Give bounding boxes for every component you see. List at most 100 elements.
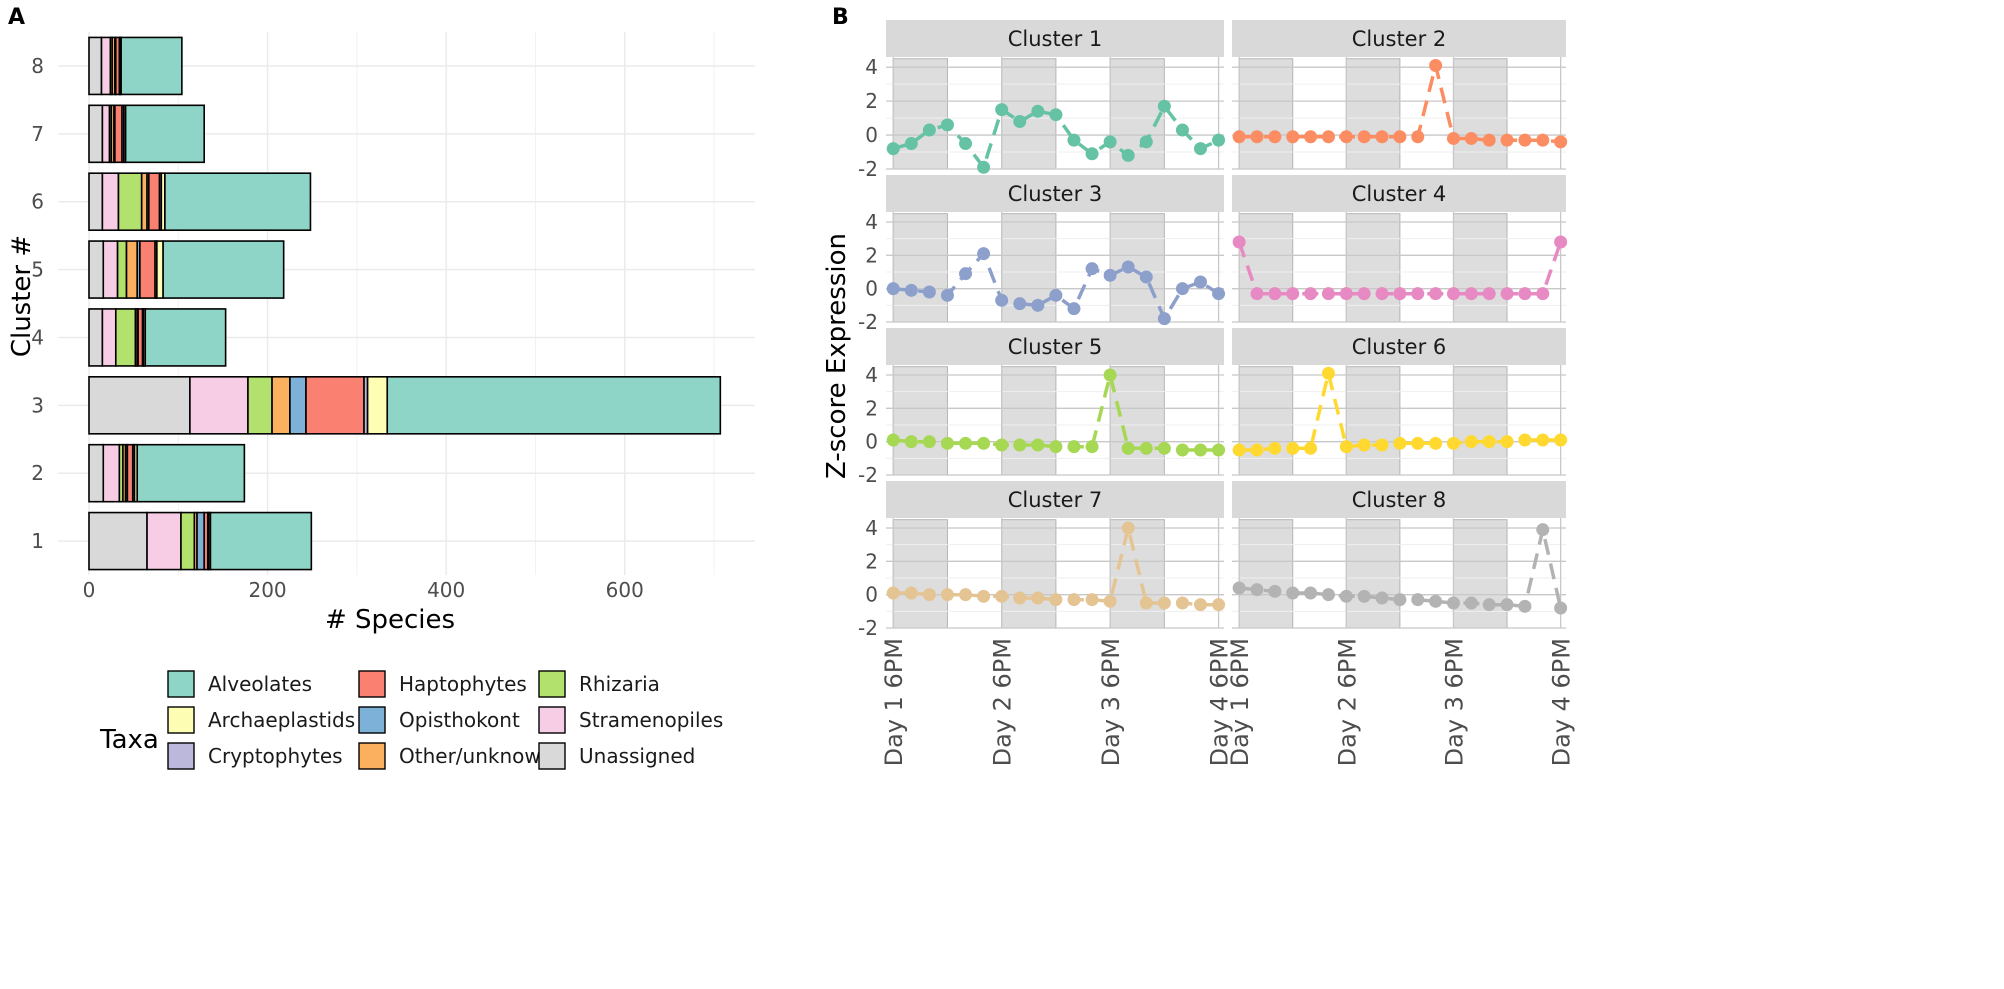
- data-point: [922, 588, 936, 602]
- facet-strip-label: Cluster 7: [1008, 488, 1103, 512]
- data-point: [940, 118, 954, 132]
- data-point: [1429, 594, 1443, 608]
- data-point: [886, 142, 900, 156]
- data-point: [1321, 287, 1335, 301]
- data-point: [886, 586, 900, 600]
- data-point: [1139, 441, 1153, 455]
- bar-segment: [144, 308, 227, 367]
- data-point: [1446, 287, 1460, 301]
- bar-segment: [196, 511, 205, 571]
- data-point: [1393, 436, 1407, 450]
- data-point: [904, 586, 918, 600]
- data-point: [1554, 601, 1568, 615]
- x-tick-label: 400: [427, 578, 465, 602]
- legend-key: [358, 706, 386, 734]
- data-point: [1393, 287, 1407, 301]
- x-tick-label: Day 2 6PM: [1333, 638, 1361, 766]
- data-point: [959, 267, 973, 281]
- legend-key: [358, 670, 386, 698]
- legend-label: Archaeplastids: [208, 708, 355, 732]
- data-point: [1212, 133, 1226, 147]
- legend-label: Unassigned: [579, 744, 695, 768]
- bar-segment: [88, 36, 103, 96]
- bar-segment: [189, 376, 249, 435]
- x-tick-label: 200: [248, 578, 286, 602]
- data-point: [1103, 594, 1117, 608]
- night-shading: [1001, 519, 1057, 629]
- legend-label: Alveolates: [208, 672, 312, 696]
- data-point: [1049, 593, 1063, 607]
- y-tick-label: 4: [865, 363, 878, 387]
- data-point: [977, 436, 991, 450]
- data-point: [1286, 441, 1300, 455]
- y-tick-label: 2: [865, 549, 878, 573]
- facet-strip-label: Cluster 4: [1352, 182, 1447, 206]
- bar-segment: [88, 511, 148, 571]
- facet-cluster-4: Cluster 4: [1232, 175, 1568, 323]
- data-point: [1013, 438, 1027, 452]
- data-point: [1375, 591, 1389, 605]
- data-point: [1339, 440, 1353, 454]
- bar-segment: [126, 443, 134, 503]
- data-point: [1321, 588, 1335, 602]
- night-shading: [1452, 366, 1508, 476]
- y-tick-label: 0: [865, 583, 878, 607]
- data-point: [1175, 443, 1189, 457]
- y-tick-label: 2: [865, 396, 878, 420]
- panel-b-x-tick-labels: Day 1 6PM Day 2 6PM Day 3 6PM Day 4 6PMDay …: [880, 638, 1575, 766]
- data-point: [1500, 598, 1514, 612]
- night-shading: [892, 213, 948, 323]
- y-tick-label: 4: [865, 516, 878, 540]
- data-point: [959, 436, 973, 450]
- facet-strip: [1232, 175, 1566, 212]
- data-point: [1304, 287, 1318, 301]
- bar-segment: [247, 376, 273, 435]
- data-point: [1554, 235, 1568, 249]
- data-point: [1175, 596, 1189, 610]
- panel-a-label: A: [8, 5, 25, 30]
- facet-strip: [886, 20, 1224, 57]
- bar-segment: [88, 376, 191, 435]
- data-point: [1121, 260, 1135, 274]
- facet-cluster-3: Cluster 3 -2 0 2 4: [858, 175, 1226, 334]
- data-point: [1139, 135, 1153, 149]
- bar-segment: [125, 240, 139, 299]
- data-point: [1357, 287, 1371, 301]
- data-point: [1357, 589, 1371, 603]
- data-point: [1049, 440, 1063, 454]
- night-shading: [892, 58, 948, 170]
- data-point: [1232, 130, 1246, 144]
- data-point: [1103, 368, 1117, 382]
- panel-a-x-axis-title: # Species: [325, 605, 455, 635]
- bar-segment: [180, 511, 196, 571]
- data-point: [904, 283, 918, 297]
- data-point: [1250, 583, 1264, 597]
- facet-cluster-7: Cluster 7 -2 0 2 4: [858, 481, 1226, 640]
- facet-strip-label: Cluster 6: [1352, 335, 1447, 359]
- bar-segment: [101, 172, 120, 231]
- night-shading: [1238, 366, 1294, 476]
- panel-b-faceted-line-chart: Z-score Expression Cluster 1-2024Cluster…: [822, 20, 1576, 766]
- data-point: [1321, 366, 1335, 380]
- data-point: [1250, 287, 1264, 301]
- data-point: [977, 589, 991, 603]
- y-tick-label: 2: [865, 89, 878, 113]
- data-point: [1268, 130, 1282, 144]
- y-tick-label: 0: [865, 277, 878, 301]
- data-point: [1357, 130, 1371, 144]
- data-point: [1411, 130, 1425, 144]
- data-point: [1429, 287, 1443, 301]
- data-point: [1375, 130, 1389, 144]
- night-shading: [1452, 519, 1508, 629]
- legend-key: [167, 706, 195, 734]
- data-point: [922, 435, 936, 449]
- legend-key: [358, 742, 386, 770]
- legend-key: [167, 742, 195, 770]
- y-tick-label: 8: [31, 54, 44, 78]
- data-point: [1518, 287, 1532, 301]
- data-point: [1067, 302, 1081, 316]
- data-point: [940, 436, 954, 450]
- x-tick-label: 600: [606, 578, 644, 602]
- data-point: [1268, 584, 1282, 598]
- panel-a-bars: [88, 36, 722, 571]
